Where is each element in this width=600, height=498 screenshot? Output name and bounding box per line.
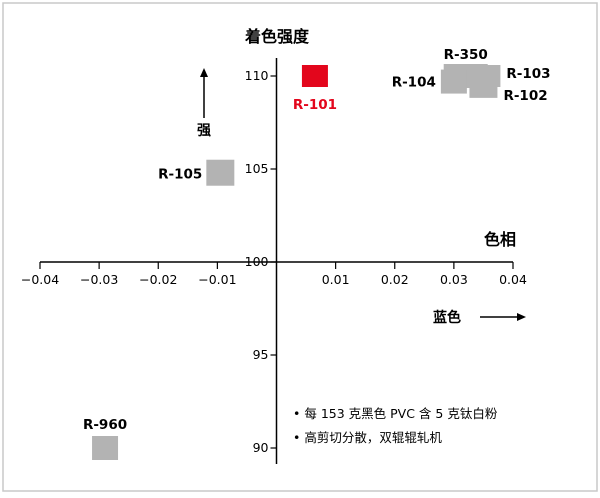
x-tick-label: −0.03	[80, 272, 118, 287]
marker-r-960	[92, 436, 119, 460]
marker-r-101	[301, 65, 328, 87]
label-r-350: R-350	[444, 47, 488, 63]
x-tick-label: 0.01	[322, 272, 350, 287]
marker-r-102	[469, 83, 498, 98]
y-tick-label: 100	[245, 254, 269, 269]
ticks: −0.04 −0.03 −0.02 −0.01 0.01 0.02 0.03 0.04 110 1…	[21, 68, 527, 455]
label-r-960: R-960	[83, 417, 127, 433]
label-r-105: R-105	[158, 167, 202, 183]
markers	[92, 64, 501, 460]
x-tick-label: 0.02	[381, 272, 409, 287]
marker-r-105	[206, 159, 235, 186]
x-tick-label: 0.04	[499, 272, 527, 287]
x-tick-label: −0.01	[198, 272, 236, 287]
label-r-103: R-103	[506, 66, 550, 82]
marker-r-103	[472, 65, 501, 87]
y-direction-arrow-head	[200, 68, 208, 77]
y-tick-label: 105	[245, 161, 269, 176]
point-labels: R-350 R-104 R-103 R-102 R-105 R-960 R-101	[83, 47, 551, 433]
y-tick-label: 90	[253, 440, 269, 455]
y-tick-label: 110	[245, 68, 269, 83]
x-direction-arrow-head	[517, 313, 526, 321]
x-tick-label: −0.02	[139, 272, 177, 287]
label-r-102: R-102	[503, 88, 547, 104]
label-r-104: R-104	[392, 75, 436, 91]
note-line-2: • 高剪切分散，双辊辊轧机	[293, 430, 442, 445]
x-axis-label: 色相	[484, 230, 516, 249]
marker-r-104	[440, 69, 467, 94]
y-tick-label: 95	[253, 347, 269, 362]
y-direction-label: 强	[197, 123, 211, 139]
note-line-1: • 每 153 克黑色 PVC 含 5 克钛白粉	[293, 406, 498, 421]
chart-title: 着色强度	[244, 27, 310, 46]
label-r-101: R-101	[293, 97, 337, 113]
x-direction-label: 蓝色	[433, 309, 461, 326]
x-tick-label: 0.03	[440, 272, 468, 287]
x-tick-label: −0.04	[21, 272, 59, 287]
